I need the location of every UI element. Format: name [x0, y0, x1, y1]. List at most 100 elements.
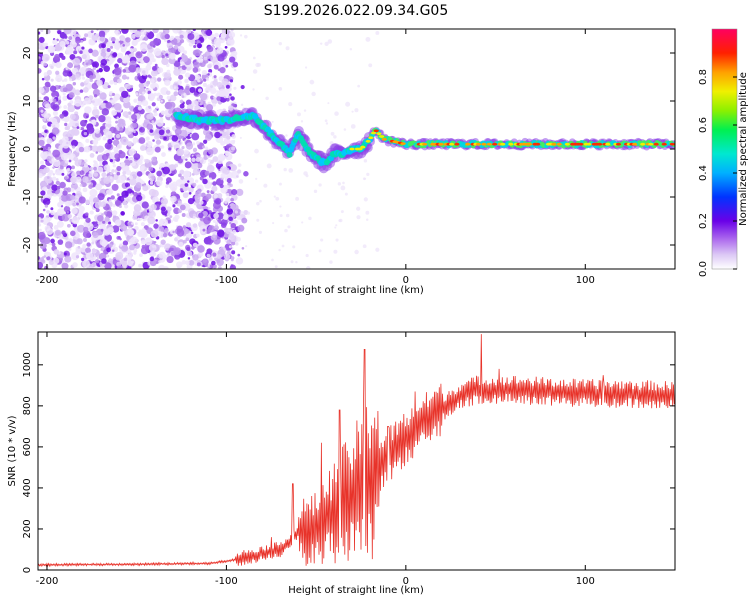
spectrogram-noise-blob	[91, 262, 97, 267]
spectrogram-noise-blob	[98, 67, 103, 73]
spectrogram-noise-blob	[154, 146, 161, 153]
spectrogram-noise-blob	[216, 258, 224, 266]
spectrogram-noise-blob	[112, 164, 116, 168]
spectrogram-noise-blob	[150, 229, 159, 238]
spectrogram-noise-blob	[43, 125, 47, 128]
spectrogram-noise-blob	[211, 260, 216, 266]
spectrogram-noise-blob	[241, 217, 248, 224]
spectrogram-noise-blob	[98, 178, 102, 182]
spectrogram-noise-blob	[342, 181, 345, 185]
spectrogram-noise-blob	[295, 196, 300, 201]
spectrogram-noise-blob	[133, 248, 138, 253]
spectrogram-noise-blob	[193, 45, 197, 49]
spectrogram-noise-blob	[91, 248, 97, 254]
spectrogram-noise-blob	[212, 102, 216, 107]
spectrogram-noise-blob	[121, 122, 126, 127]
spectrogram-noise-blob	[327, 102, 330, 105]
spectrogram-noise-blob	[212, 156, 219, 163]
spectrogram-noise-blob	[256, 62, 261, 67]
spectrogram-noise-blob	[237, 163, 242, 168]
spectrogram-noise-blob	[125, 54, 128, 57]
spectrogram-noise-blob	[216, 229, 225, 238]
spectrogram-noise-blob	[160, 206, 166, 212]
spectrogram-noise-blob	[231, 50, 238, 57]
spectrogram-noise-blob	[227, 37, 235, 45]
spectrogram-signal-peak	[422, 142, 428, 146]
spectrogram-noise-blob	[62, 87, 68, 93]
spectrogram-noise-blob	[97, 214, 104, 222]
spectrogram-noise-blob	[215, 221, 219, 225]
spectrogram-noise-blob	[85, 199, 90, 205]
spectrogram-noise-blob	[123, 245, 128, 251]
spectrogram-noise-blob	[183, 170, 191, 178]
spectrogram-signal-peak	[357, 147, 363, 151]
spectrogram-signal-peak	[349, 147, 355, 151]
spectrogram-noise-blob	[180, 176, 185, 180]
spectrogram-noise-blob	[123, 204, 129, 209]
spectrogram-noise-blob	[119, 86, 125, 93]
spectrogram-signal-peak	[508, 142, 514, 146]
spectrogram-noise-blob	[192, 147, 198, 152]
spectrogram-noise-blob	[160, 218, 169, 227]
spectrogram-noise-blob	[145, 29, 151, 33]
spectrogram-noise-blob	[324, 119, 328, 123]
spectrogram-noise-blob	[77, 224, 86, 233]
colorbar-tick-label: 0.8	[698, 69, 709, 85]
spectrogram-noise-blob	[94, 74, 100, 79]
spectrogram-noise-blob	[188, 191, 192, 195]
spectrogram-noise-blob	[263, 183, 268, 188]
spectrogram-noise-blob	[93, 162, 99, 169]
spectrogram-noise-blob	[252, 88, 255, 91]
spectrogram-ytick-label: 10	[22, 95, 33, 108]
spectrogram-noise-blob	[91, 108, 100, 117]
spectrogram-noise-blob	[118, 149, 123, 155]
spectrogram-noise-blob	[197, 99, 201, 103]
spectrogram-noise-blob	[72, 57, 81, 66]
spectrogram-noise-blob	[225, 150, 228, 154]
spectrogram-noise-blob	[47, 194, 52, 199]
spectrogram-noise-blob	[94, 128, 100, 134]
spectrogram-noise-blob	[244, 34, 248, 39]
spectrogram-noise-blob	[113, 81, 118, 86]
spectrogram-noise-blob	[46, 69, 52, 76]
spectrogram-noise-blob	[59, 113, 65, 119]
spectrogram-noise-blob	[225, 227, 233, 235]
spectrogram-noise-blob	[101, 213, 104, 216]
spectrogram-noise-blob	[116, 116, 120, 120]
spectrogram-noise-blob	[129, 48, 134, 53]
spectrogram-noise-blob	[101, 108, 110, 116]
spectrogram-noise-blob	[140, 68, 149, 76]
spectrogram-noise-blob	[150, 83, 156, 89]
snr-ytick-label: 400	[22, 478, 33, 497]
spectrogram-noise-blob	[216, 212, 224, 220]
spectrogram-noise-blob	[365, 210, 370, 215]
spectrogram-noise-blob	[228, 31, 236, 39]
spectrogram-noise-blob	[73, 50, 78, 55]
spectrogram-noise-blob	[54, 229, 62, 236]
spectrogram-noise-blob	[120, 224, 128, 232]
spectrogram-noise-blob	[139, 166, 145, 172]
spectrogram-noise-blob	[96, 166, 104, 173]
spectrogram-noise-blob	[64, 176, 68, 181]
spectrogram-noise-blob	[246, 211, 251, 215]
spectrogram-noise-blob	[111, 210, 118, 216]
spectrogram-noise-blob	[111, 249, 115, 252]
spectrogram-noise-blob	[146, 80, 151, 85]
spectrogram-noise-blob	[137, 75, 142, 80]
spectrogram-noise-blob	[231, 204, 239, 211]
spectrogram-noise-blob	[119, 127, 124, 132]
spectrogram-noise-blob	[121, 190, 129, 198]
spectrogram-noise-blob	[208, 68, 213, 73]
spectrogram-noise-blob	[218, 266, 222, 269]
spectrogram-noise-blob	[197, 88, 203, 93]
spectrogram-signal-peak	[535, 142, 541, 146]
spectrogram-noise-blob	[57, 202, 62, 207]
spectrogram-ytick-label: 0	[22, 146, 33, 152]
spectrogram-noise-blob	[46, 137, 53, 144]
spectrogram-noise-blob	[224, 200, 228, 204]
spectrogram-noise-blob	[113, 67, 122, 76]
spectrogram-noise-blob	[159, 117, 164, 122]
spectrogram-noise-blob	[65, 40, 70, 45]
spectrogram-noise-blob	[164, 227, 169, 233]
spectrogram-noise-blob	[200, 56, 204, 59]
